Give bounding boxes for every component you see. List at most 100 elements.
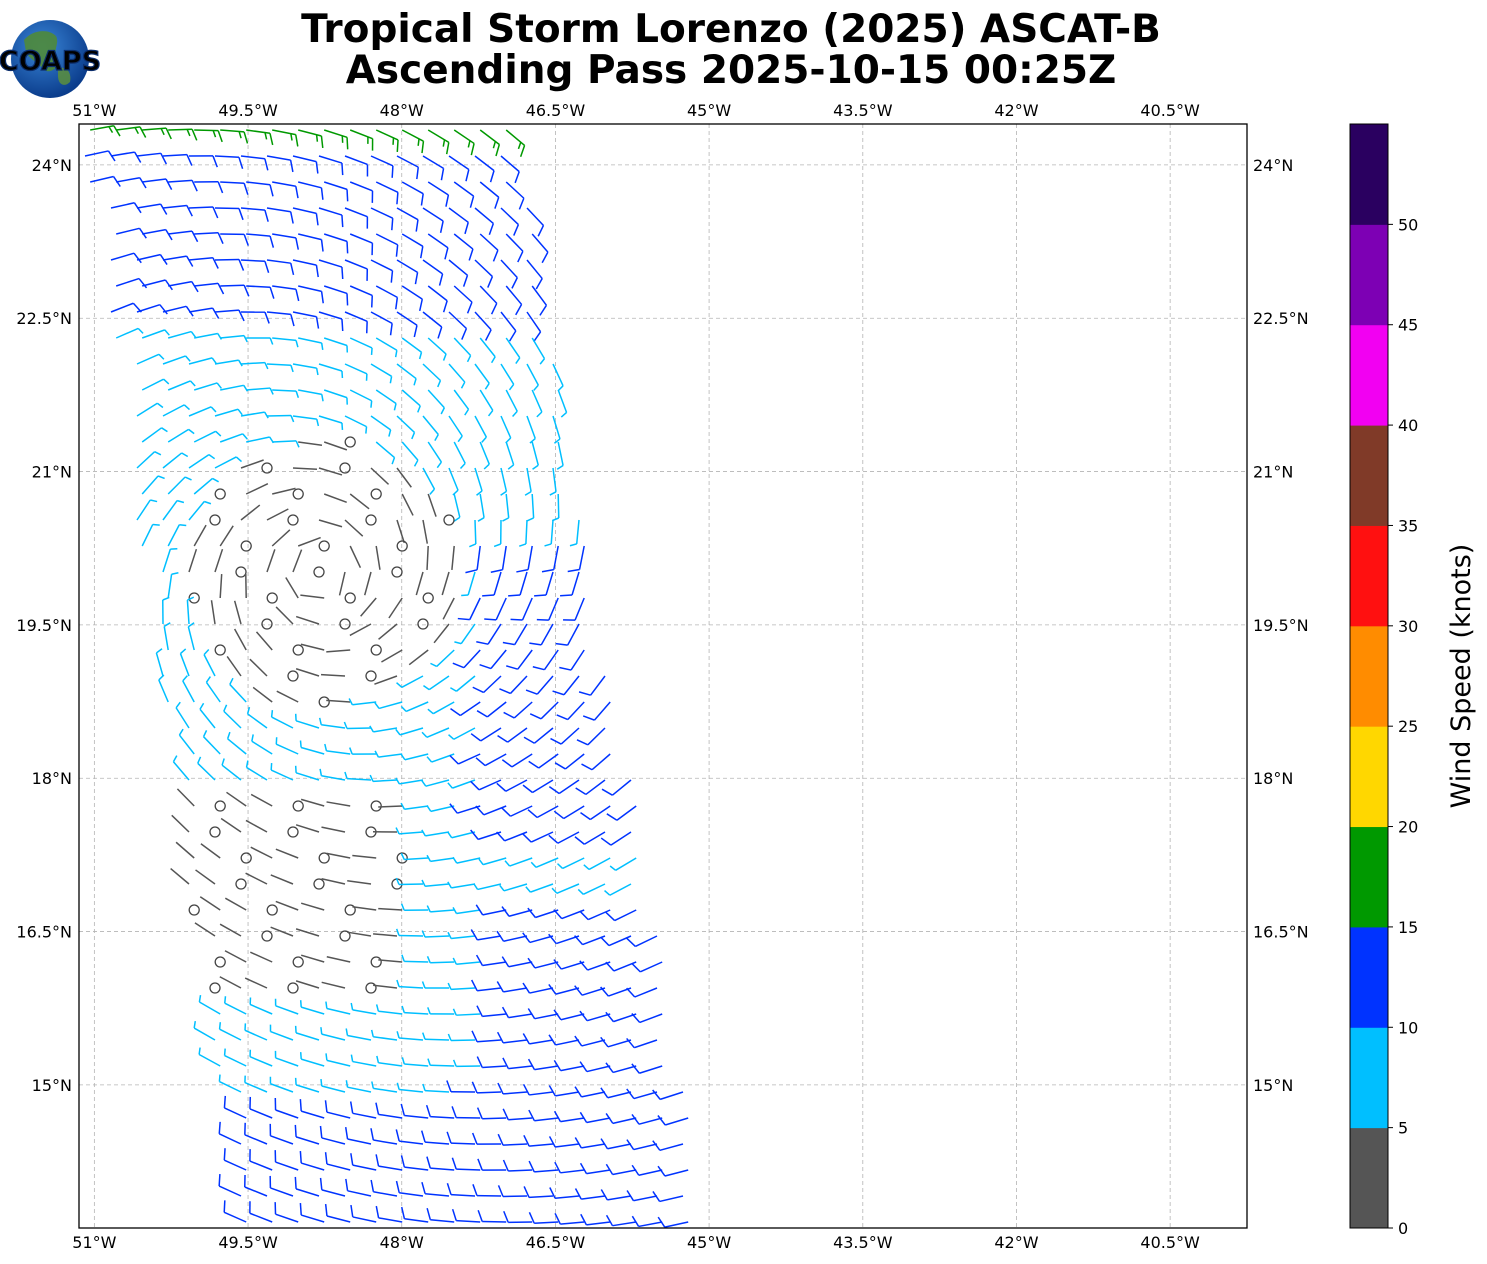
wind-barb — [203, 648, 216, 677]
wind-barb — [294, 713, 320, 729]
barb-staff — [513, 701, 533, 719]
barb-staff — [583, 831, 606, 845]
wind-barb — [136, 499, 158, 521]
barb-staff — [220, 129, 245, 133]
barb-feather — [476, 490, 483, 496]
barb-staff — [298, 233, 322, 241]
graticule — [79, 124, 1247, 1228]
wind-barb — [523, 1134, 554, 1147]
wind-barb — [319, 1177, 346, 1197]
wind-barb — [350, 1054, 377, 1067]
barb-feather — [391, 218, 394, 231]
barb-feather — [527, 907, 536, 918]
wind-barb — [422, 207, 444, 233]
wind-barb — [503, 701, 533, 719]
barb-staff — [188, 256, 213, 261]
barb-feather — [490, 356, 496, 364]
wind-barb — [395, 777, 424, 785]
barb-feather — [375, 1102, 380, 1115]
barb-feather — [461, 594, 469, 597]
barb-feather — [187, 622, 195, 628]
calm-wind-circle — [417, 618, 429, 630]
barb-feather — [501, 956, 510, 968]
barb-feather — [601, 788, 613, 796]
barb-staff — [249, 1056, 273, 1067]
barb-feather — [299, 740, 302, 748]
barb-staff — [508, 1065, 533, 1070]
barb-feather — [346, 293, 349, 306]
barb-feather — [605, 911, 616, 922]
wind-barb — [553, 1110, 585, 1123]
barb-staff — [607, 1195, 632, 1201]
coaps-logo: COAPS — [0, 20, 102, 98]
barb-staff — [401, 285, 423, 300]
barb-staff — [136, 303, 161, 313]
barb-feather — [425, 1104, 431, 1117]
barb-staff — [500, 467, 508, 492]
barb-staff — [168, 230, 193, 235]
lat-tick-label-right: 18°N — [1253, 769, 1293, 788]
barb-staff — [430, 1167, 455, 1171]
wind-barb — [579, 1061, 611, 1073]
barb-staff — [155, 652, 164, 677]
wind-barb — [452, 856, 481, 864]
wind-barb — [395, 827, 424, 835]
barb-staff — [451, 935, 476, 940]
barb-staff — [194, 231, 219, 235]
wind-barb — [496, 779, 528, 792]
barb-feather — [388, 429, 392, 437]
barb-feather — [162, 596, 170, 601]
barb-staff — [526, 467, 532, 492]
barb-feather — [421, 930, 426, 938]
wind-barb — [298, 233, 324, 252]
barb-feather — [350, 1054, 354, 1062]
wind-barb — [395, 727, 424, 736]
barb-staff — [295, 720, 320, 729]
barb-feather — [223, 704, 228, 712]
wind-barb — [574, 1086, 606, 1098]
barb-staff — [505, 181, 525, 199]
wind-barb — [223, 1148, 247, 1171]
barb-staff — [246, 766, 268, 781]
wind-barb — [370, 467, 390, 485]
barb-feather — [375, 1154, 380, 1167]
wind-barb — [556, 701, 585, 721]
wind-barb — [326, 699, 351, 703]
barb-feather — [502, 641, 515, 646]
barb-feather — [396, 139, 399, 152]
wind-barb — [526, 207, 545, 237]
barb-feather — [652, 1140, 661, 1151]
wind-barb — [294, 1025, 320, 1041]
wind-barb — [548, 1136, 580, 1148]
wind-barb — [447, 1033, 476, 1042]
wind-barb — [528, 1160, 559, 1173]
barb-feather — [320, 342, 324, 351]
barb-staff — [426, 545, 429, 571]
barb-staff — [378, 1062, 403, 1067]
barb-staff — [404, 1114, 429, 1119]
barb-staff — [587, 909, 611, 921]
barb-staff — [347, 1190, 372, 1197]
barb-feather — [345, 1080, 349, 1088]
barb-staff — [532, 779, 554, 794]
barb-staff — [224, 1002, 247, 1015]
barb-feather — [631, 1012, 641, 1023]
barb-staff — [401, 181, 424, 195]
barb-feather — [321, 394, 324, 402]
calm-wind-circle — [235, 878, 247, 890]
barb-feather — [224, 996, 227, 1004]
barb-feather — [548, 786, 560, 795]
wind-barb — [298, 181, 324, 200]
barb-staff — [352, 906, 377, 911]
wind-barb — [352, 854, 377, 859]
barb-feather — [401, 954, 405, 962]
barb-staff — [433, 623, 450, 644]
wind-barb — [502, 1057, 533, 1070]
barb-feather — [452, 1059, 457, 1067]
barb-staff — [249, 1108, 273, 1119]
wind-barb — [375, 545, 381, 570]
barb-feather — [133, 252, 142, 264]
barb-staff — [205, 681, 221, 703]
barb-feather — [139, 126, 147, 138]
wind-barb — [197, 756, 216, 781]
